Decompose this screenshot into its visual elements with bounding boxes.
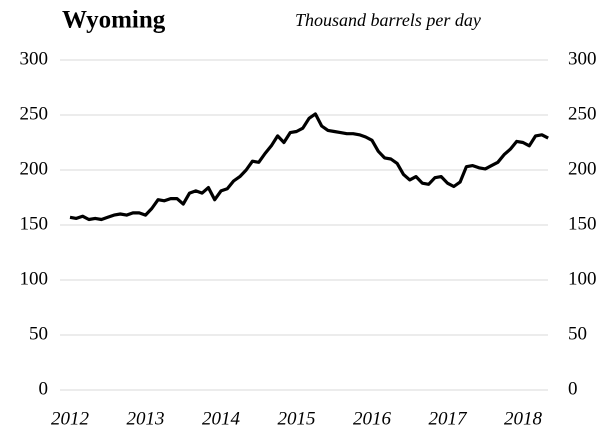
x-tick-label: 2015 <box>278 408 316 429</box>
data-line <box>69 112 549 222</box>
y-tick-label: 300 <box>20 48 49 69</box>
y2-tick-label: 50 <box>568 323 587 344</box>
x-tick-label: 2016 <box>353 408 392 429</box>
y-tick-label: 150 <box>20 213 49 234</box>
y2-tick-label: 0 <box>568 378 578 399</box>
chart-title: Wyoming <box>62 7 166 34</box>
x-tick-label: 2017 <box>429 408 469 429</box>
y-tick-label: 200 <box>20 158 49 179</box>
x-tick-label: 2013 <box>127 408 165 429</box>
y-tick-label: 0 <box>39 378 49 399</box>
x-tick-label: 2018 <box>504 408 543 429</box>
y-tick-label: 50 <box>29 323 48 344</box>
y2-tick-label: 200 <box>568 158 597 179</box>
chart-subtitle: Thousand barrels per day <box>295 10 481 30</box>
x-tick-label: 2014 <box>202 408 241 429</box>
y2-tick-label: 150 <box>568 213 597 234</box>
x-tick-label: 2012 <box>51 408 90 429</box>
y2-tick-label: 100 <box>568 268 597 289</box>
y2-tick-label: 300 <box>568 48 597 69</box>
y-tick-label: 100 <box>20 268 49 289</box>
y-tick-label: 250 <box>20 103 49 124</box>
y2-tick-label: 250 <box>568 103 597 124</box>
